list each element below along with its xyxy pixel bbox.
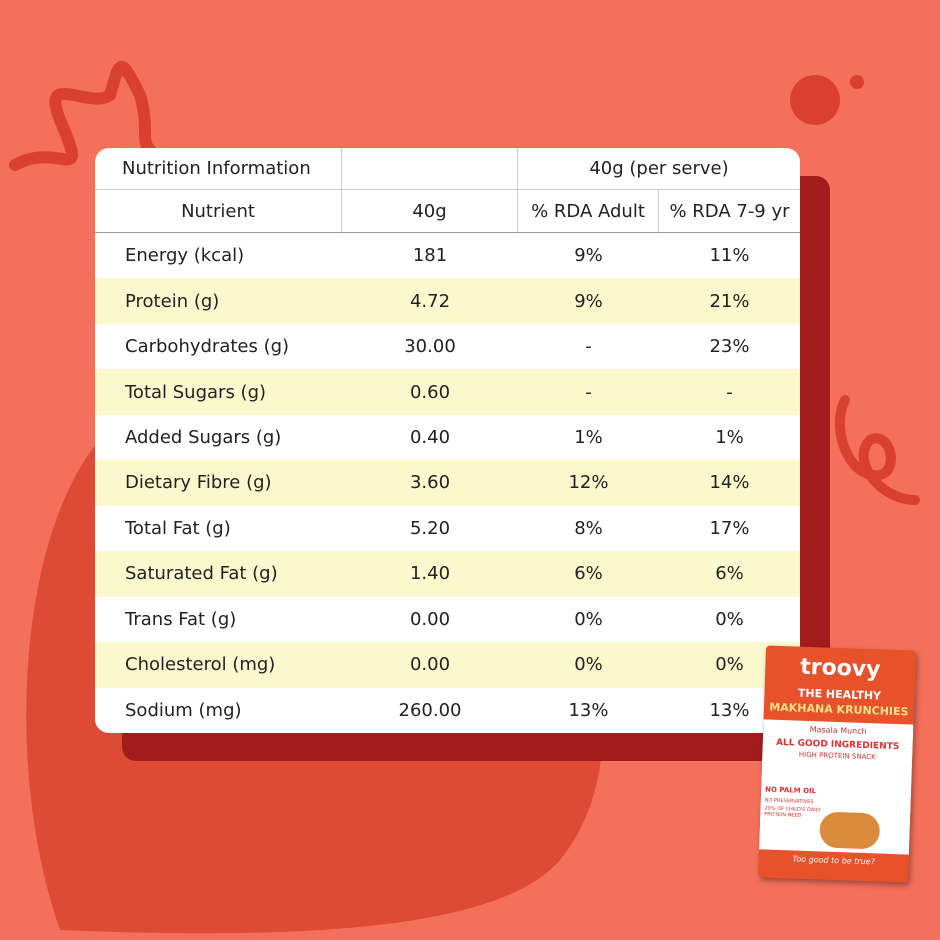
footer: Too good to be true? <box>792 854 876 867</box>
row-bg <box>95 369 800 415</box>
row-bg <box>95 460 800 506</box>
row-bg <box>95 551 800 597</box>
nutrient-cell: Sodium (mg) <box>125 699 242 721</box>
value-cell: 1% <box>574 427 603 449</box>
product-name: MAKHANA KRUNCHIES <box>769 700 909 719</box>
nutrient-cell: Energy (kcal) <box>125 245 245 267</box>
value-cell: 12% <box>568 472 609 494</box>
value-cell: 8% <box>574 517 603 539</box>
row-bg <box>95 414 800 461</box>
value-cell: - <box>585 381 592 403</box>
value-cell: 6% <box>715 563 744 585</box>
value-cell: 13% <box>568 699 609 721</box>
column-header: % RDA 7-9 yr <box>659 190 800 233</box>
row-bg <box>95 596 800 643</box>
value-cell: 0.00 <box>409 608 451 630</box>
value-cell: 4.72 <box>409 290 451 312</box>
value-cell: 0% <box>715 608 744 630</box>
row-bg <box>95 505 800 552</box>
value-cell: 5.20 <box>409 517 451 539</box>
value-cell: 21% <box>709 290 750 312</box>
value-cell: 30.00 <box>404 336 456 358</box>
value-cell: 14% <box>709 472 750 494</box>
value-cell: 181 <box>412 245 448 267</box>
nutrient-cell: Saturated Fat (g) <box>125 563 278 585</box>
value-cell: 3.60 <box>409 472 451 494</box>
value-cell: 0.60 <box>409 381 451 403</box>
nutrient-cell: Total Sugars (g) <box>125 381 267 403</box>
product-packet: troovy THE HEALTHY MAKHANA KRUNCHIES Mas… <box>757 645 917 883</box>
value-cell: 1% <box>715 427 744 449</box>
serving-header: 40g (per serve) <box>518 148 800 190</box>
column-header: % RDA Adult <box>518 190 659 233</box>
row-bg <box>95 687 800 733</box>
nutrient-cell: Carbohydrates (g) <box>125 336 290 358</box>
value-cell: 260.00 <box>398 699 462 721</box>
header-blank <box>342 148 518 190</box>
value-cell: 0% <box>574 654 603 676</box>
column-header: 40g <box>342 190 518 233</box>
value-cell: 23% <box>709 336 750 358</box>
value-cell: 9% <box>574 245 603 267</box>
value-cell: 0% <box>715 654 744 676</box>
value-cell: 0% <box>574 608 603 630</box>
row-bg <box>95 233 800 279</box>
nutrient-cell: Total Fat (g) <box>125 517 231 539</box>
value-cell: 6% <box>574 563 603 585</box>
row-bg <box>95 323 800 370</box>
nutrient-cell: Dietary Fibre (g) <box>125 472 272 494</box>
brand: troovy <box>799 654 881 683</box>
value-cell: 0.00 <box>409 654 451 676</box>
value-cell: - <box>585 336 592 358</box>
badge: 20% OF CHILD'S DAILY PROTEIN NEED <box>764 805 821 819</box>
nutrient-cell: Trans Fat (g) <box>125 608 237 630</box>
value-cell: 17% <box>709 517 750 539</box>
nutrient-cell: Added Sugars (g) <box>125 427 282 449</box>
nutrient-cell: Protein (g) <box>125 290 220 312</box>
row-bg <box>95 642 800 688</box>
value-cell: 13% <box>709 699 750 721</box>
value-cell: 0.40 <box>409 427 451 449</box>
value-cell: 1.40 <box>409 563 451 585</box>
table-title: Nutrition Information <box>95 148 342 190</box>
value-cell: - <box>726 381 733 403</box>
row-bg <box>95 278 800 324</box>
value-cell: 11% <box>709 245 750 267</box>
column-header: Nutrient <box>95 190 342 233</box>
value-cell: 9% <box>574 290 603 312</box>
nutrition-table: Nutrition Information 40g (per serve) Nutr… <box>95 148 800 733</box>
nutrient-cell: Cholesterol (mg) <box>125 654 276 676</box>
